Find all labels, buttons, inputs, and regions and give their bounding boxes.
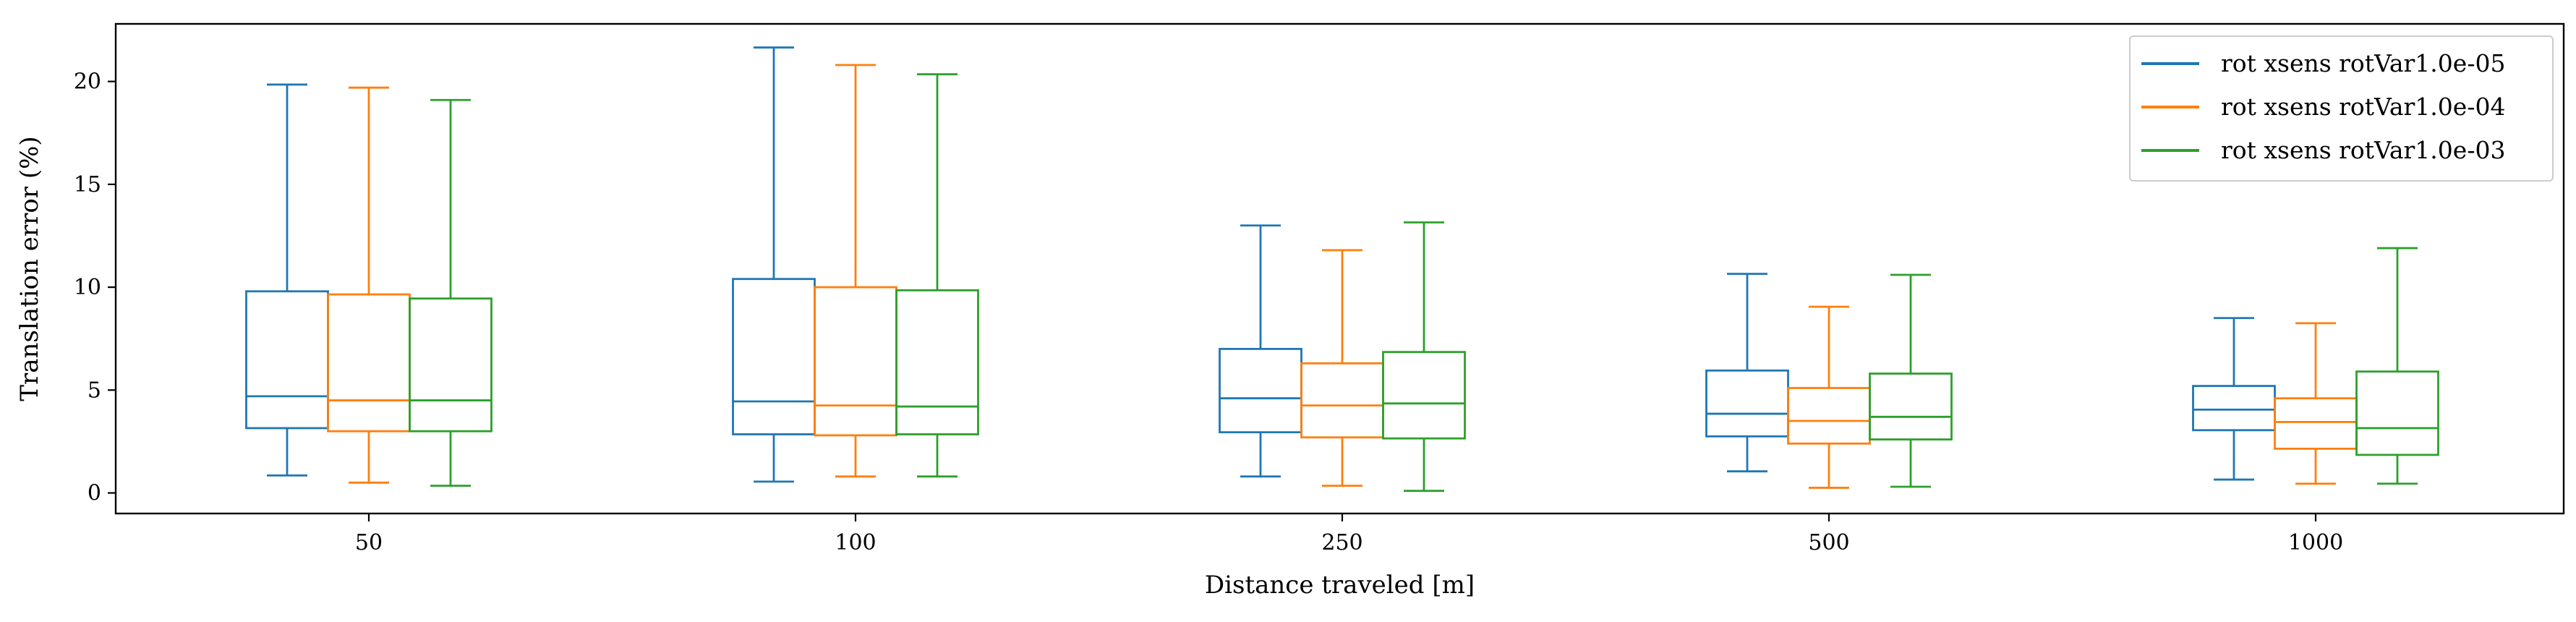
y-tick-label: 10	[74, 275, 101, 300]
y-tick-label: 20	[74, 69, 101, 95]
iqr-box	[1869, 372, 1953, 440]
y-axis-label: Translation error (%)	[15, 136, 44, 401]
y-tick-label: 15	[74, 172, 101, 197]
box-rot-xsens-rotvar1-0e-03-100	[895, 73, 979, 478]
x-axis: 50 100 250 500 1000	[355, 514, 2343, 555]
legend-entry-label: rot xsens rotVar1.0e-03	[2221, 136, 2505, 164]
plot-frame	[114, 22, 2565, 515]
x-tick-label: 250	[1321, 530, 1362, 555]
box-rot-xsens-rotvar1-0e-05-50	[245, 83, 329, 477]
iqr-box	[409, 297, 492, 433]
x-tick-label: 100	[835, 530, 876, 555]
x-tick-label: 50	[355, 530, 383, 555]
x-axis-label: Distance traveled [m]	[1205, 571, 1475, 600]
y-tick-label: 5	[88, 378, 101, 403]
iqr-box	[895, 289, 979, 435]
iqr-box	[1382, 351, 1466, 440]
y-tick-label: 0	[88, 481, 101, 506]
box-rot-xsens-rotvar1-0e-03-500	[1869, 273, 1953, 488]
legend-frame	[2129, 35, 2554, 182]
legend-entry-label: rot xsens rotVar1.0e-04	[2221, 93, 2505, 121]
x-tick-label: 1000	[2288, 530, 2343, 555]
y-axis: 0 5 10 15 20	[74, 69, 116, 506]
legend: rot xsens rotVar1.0e-05 rot xsens rotVar1…	[2129, 35, 2554, 182]
legend-entry-label: rot xsens rotVar1.0e-05	[2221, 49, 2505, 77]
box-rot-xsens-rotvar1-0e-03-50	[409, 98, 492, 487]
box-groups	[245, 46, 2439, 493]
iqr-box	[2355, 370, 2439, 456]
x-tick-label: 500	[1808, 530, 1849, 555]
box-rot-xsens-rotvar1-0e-03-250	[1382, 221, 1466, 493]
box-rot-xsens-rotvar1-0e-03-1000	[2355, 247, 2439, 485]
